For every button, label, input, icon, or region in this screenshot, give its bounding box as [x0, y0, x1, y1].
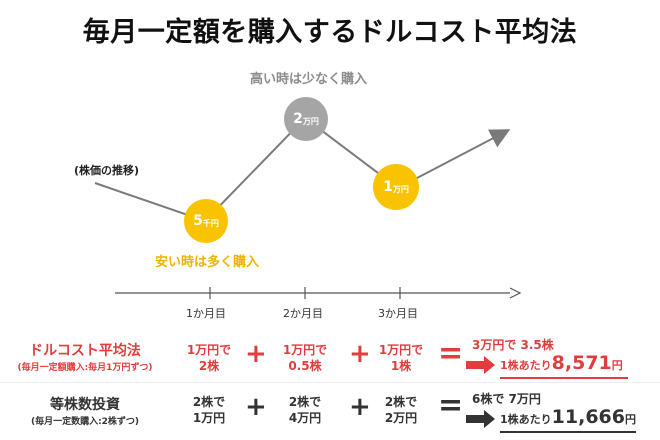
equal-cell-month-3: 2株で 2万円 [370, 394, 432, 426]
cell-line: 1万円で [186, 343, 232, 357]
equal-plus-2: + [349, 392, 371, 422]
dca-result-total: 3万円で 3.5株 [472, 338, 554, 352]
page-title: 毎月一定額を購入するドルコスト平均法 [82, 17, 578, 48]
cell-line: 1株 [390, 359, 412, 373]
dca-cell-month-3: 1万円で 1株 [370, 342, 432, 374]
month-label-1: 1か月目 [186, 307, 226, 320]
price-value: 1 [383, 179, 393, 195]
equal-result-per-share: 1株あたり11,666円 [500, 406, 636, 428]
result-label: 1株あたり [500, 413, 552, 426]
cell-line: 1万円 [192, 411, 226, 425]
cell-line: 1万円で [378, 343, 424, 357]
cell-line: 2株で [288, 395, 322, 409]
dca-plus-1: + [245, 339, 267, 369]
cell-line: 2万円 [384, 411, 418, 425]
price-unit: 万円 [302, 116, 319, 126]
dca-result-per-share: 1株あたり8,571円 [500, 352, 623, 374]
price-value: 2 [293, 111, 303, 127]
dca-cell-month-2: 1万円で 0.5株 [274, 342, 336, 374]
equal-method-subtitle: (毎月一定数購入:2株ずつ) [30, 417, 140, 427]
dca-method-block: ドルコスト平均法 (毎月一定額購入:毎月1万円ずつ) [10, 340, 160, 373]
dca-arrow-icon [466, 356, 495, 374]
cell-line: 4万円 [288, 411, 322, 425]
equal-method-block: 等株数投資 (毎月一定数購入:2株ずつ) [10, 394, 160, 427]
equal-method-title: 等株数投資 [50, 397, 120, 413]
equal-cell-month-2: 2株で 4万円 [274, 394, 336, 426]
result-unit: 円 [611, 359, 623, 372]
equal-arrow-icon [466, 410, 495, 428]
equal-result-underline [500, 431, 636, 433]
note-low-price: 安い時は多く購入 [155, 255, 260, 270]
equal-result-total: 6株で 7万円 [472, 392, 541, 406]
row-divider [0, 382, 660, 383]
dca-method-title: ドルコスト平均法 [29, 343, 141, 359]
dca-method-subtitle: (毎月一定額購入:毎月1万円ずつ) [17, 363, 153, 373]
result-label: 1株あたり [500, 359, 552, 372]
cell-line: 2株で [192, 395, 226, 409]
equal-equals: = [438, 388, 464, 423]
month-label-3: 3か月目 [378, 307, 418, 320]
price-point-month-1: 5 千円 [184, 199, 228, 243]
dca-equals: = [438, 336, 464, 371]
price-point-month-2: 2 万円 [284, 97, 328, 141]
dca-result-underline [500, 377, 628, 379]
trend-label: (株価の推移) [74, 164, 140, 177]
cell-line: 0.5株 [288, 359, 322, 373]
price-unit: 万円 [392, 184, 409, 194]
equal-cell-month-1: 2株で 1万円 [178, 394, 240, 426]
dca-plus-2: + [349, 339, 371, 369]
cell-line: 2株 [198, 359, 220, 373]
price-unit: 千円 [202, 218, 219, 228]
equal-plus-1: + [245, 392, 267, 422]
dca-cell-month-1: 1万円で 2株 [178, 342, 240, 374]
result-unit: 円 [624, 413, 636, 426]
note-high-price: 高い時は少なく購入 [250, 72, 368, 87]
price-value: 5 [193, 213, 203, 229]
month-label-2: 2か月目 [283, 307, 323, 320]
time-axis-arrow [509, 287, 522, 299]
price-point-month-3: 1 万円 [373, 164, 419, 210]
cell-line: 1万円で [282, 343, 328, 357]
cell-line: 2株で [384, 395, 418, 409]
result-value: 8,571 [551, 352, 612, 374]
result-value: 11,666 [551, 406, 625, 428]
